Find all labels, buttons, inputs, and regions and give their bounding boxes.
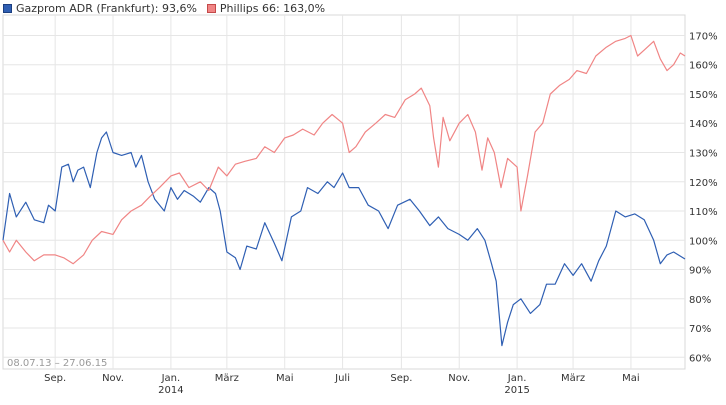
y-tick-label: 150% [689, 90, 718, 101]
x-tick-label: Nov. [102, 373, 124, 384]
x-tick-label: Mai [276, 373, 294, 384]
legend-item-phillips[interactable]: Phillips 66: 163,0% [206, 1, 326, 15]
x-tick-label: März [215, 373, 239, 384]
legend-item-gazprom[interactable]: Gazprom ADR (Frankfurt): 93,6% [3, 2, 197, 15]
series-line-phillips [2, 34, 686, 265]
y-tick-label: 110% [689, 207, 718, 218]
y-tick-label: 130% [689, 149, 718, 160]
date-range-label: 08.07.13 – 27.06.15 [7, 358, 107, 369]
year-label: 2015 [504, 385, 529, 396]
legend-label-phillips: Phillips 66: 163,0% [219, 1, 326, 15]
y-tick-label: 60% [689, 353, 711, 364]
y-tick-label: 70% [689, 324, 711, 335]
y-tick-label: 140% [689, 119, 718, 130]
y-tick-label: 80% [689, 295, 711, 306]
series-lines [2, 34, 686, 347]
y-tick-label: 170% [689, 31, 718, 42]
y-tick-label: 120% [689, 178, 718, 189]
legend-swatch-phillips [206, 3, 216, 13]
x-tick-label: Nov. [448, 373, 470, 384]
y-tick-label: 90% [689, 266, 711, 277]
legend-swatch-gazprom [3, 3, 12, 13]
y-axis-ticks: 60% 70% 80% 90% 100% 110% 120% 130% 140% 150% 160%… [689, 31, 718, 364]
x-tick-label: Jan. [507, 373, 527, 384]
x-axis-ticks: Sep. Nov. Jan. März Mai Juli Sep. Nov. Jan. März M… [44, 373, 640, 396]
x-tick-label: Sep. [390, 373, 412, 384]
x-tick-label: Juli [334, 373, 350, 384]
legend-label-gazprom: Gazprom ADR (Frankfurt): 93,6% [16, 1, 197, 15]
plot-area [2, 14, 686, 370]
x-tick-label: Mai [622, 373, 640, 384]
y-tick-label: 100% [689, 236, 718, 247]
y-tick-label: 160% [689, 61, 718, 72]
year-label: 2014 [158, 385, 183, 396]
x-tick-label: Jan. [161, 373, 181, 384]
chart-legend: Gazprom ADR (Frankfurt): 93,6% Phillips … [3, 1, 335, 15]
grid-lines [3, 15, 685, 369]
x-tick-label: März [561, 373, 585, 384]
x-tick-label: Sep. [44, 373, 66, 384]
series-line-gazprom [2, 131, 686, 347]
